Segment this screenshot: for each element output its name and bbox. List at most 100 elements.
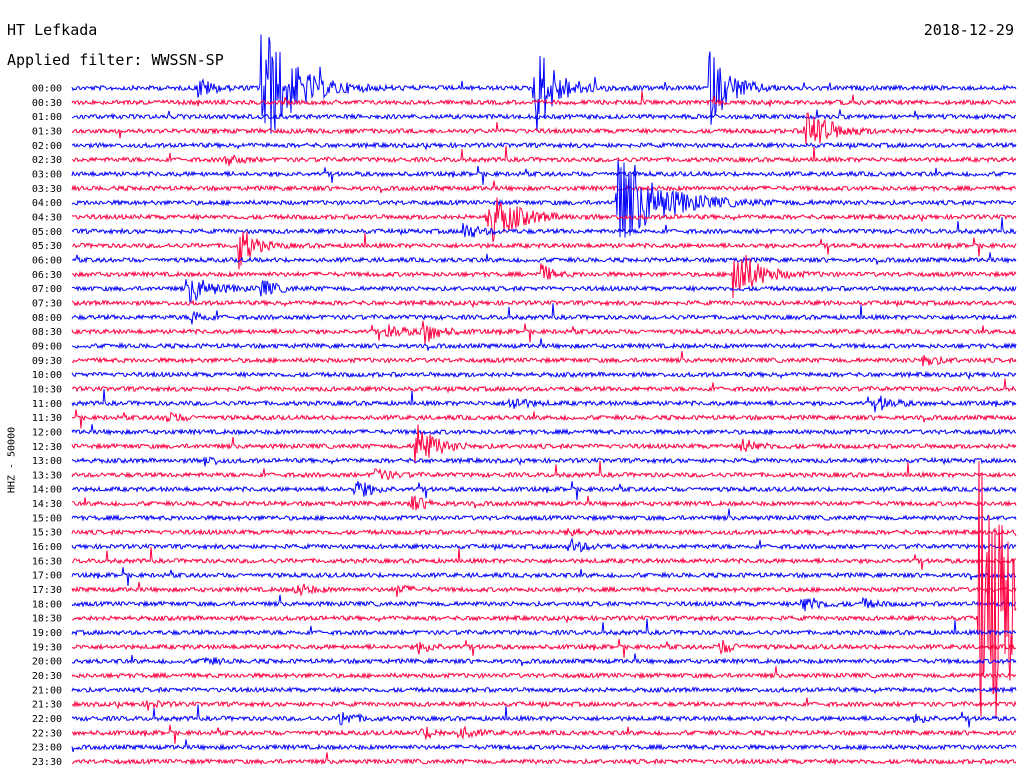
trace-row-0300 — [71, 165, 1017, 185]
row-time-label: 02:30 — [32, 155, 62, 166]
trace-row-0900 — [71, 338, 1017, 351]
row-time-label: 21:30 — [32, 700, 62, 711]
row-time-label: 19:00 — [32, 628, 62, 639]
trace-row-0130 — [71, 112, 1017, 145]
trace-row-0830 — [71, 320, 1017, 345]
row-time-label: 23:00 — [32, 743, 62, 754]
trace-row-1800 — [71, 594, 1017, 612]
row-time-label: 03:30 — [32, 184, 62, 195]
trace-row-0730 — [71, 298, 1017, 309]
row-time-label: 19:30 — [32, 642, 62, 653]
row-time-label: 04:00 — [32, 198, 62, 209]
row-time-label: 02:00 — [32, 141, 62, 152]
row-time-label: 13:30 — [32, 470, 62, 481]
seismogram-traces — [71, 34, 1017, 766]
row-time-label: 16:30 — [32, 556, 62, 567]
row-time-label: 21:00 — [32, 685, 62, 696]
trace-row-2000 — [71, 653, 1017, 667]
row-time-label: 01:00 — [32, 112, 62, 123]
row-time-label: 22:00 — [32, 714, 62, 725]
trace-row-2300 — [71, 739, 1017, 753]
trace-row-1100 — [71, 389, 1017, 413]
row-time-label: 12:00 — [32, 427, 62, 438]
row-time-label: 17:30 — [32, 585, 62, 596]
trace-row-0930 — [71, 350, 1017, 367]
trace-row-2100 — [71, 685, 1017, 695]
trace-row-2230 — [71, 724, 1017, 744]
trace-row-2130 — [71, 697, 1017, 711]
row-time-label: 18:30 — [32, 614, 62, 625]
trace-row-0600 — [71, 252, 1017, 265]
row-time-label: 10:00 — [32, 370, 62, 381]
trace-row-1830 — [71, 461, 1017, 719]
time-axis-labels: 00:00 00:30 01:00 01:30 02:00 02:30 03:00 03:30… — [32, 84, 62, 769]
trace-row-0800 — [71, 303, 1017, 325]
trace-row-1200 — [71, 424, 1016, 437]
row-time-label: 07:00 — [32, 284, 62, 295]
trace-row-0630 — [71, 254, 1017, 298]
row-time-label: 13:00 — [32, 456, 62, 467]
trace-row-1330 — [71, 460, 1017, 481]
row-time-label: 06:00 — [32, 255, 62, 266]
trace-row-1130 — [71, 409, 1017, 429]
trace-row-1730 — [71, 581, 1017, 598]
trace-row-1900 — [71, 618, 1017, 637]
row-time-label: 08:30 — [32, 327, 62, 338]
row-time-label: 16:00 — [32, 542, 62, 553]
row-time-label: 00:00 — [32, 84, 62, 95]
row-time-label: 22:30 — [32, 728, 62, 739]
trace-row-1000 — [71, 370, 1017, 381]
row-time-label: 10:30 — [32, 384, 62, 395]
row-time-label: 20:00 — [32, 657, 62, 668]
row-time-label: 14:30 — [32, 499, 62, 510]
row-time-label: 15:00 — [32, 513, 62, 524]
row-time-label: 11:30 — [32, 413, 62, 424]
row-time-label: 20:30 — [32, 671, 62, 682]
row-time-label: 11:00 — [32, 399, 62, 410]
station-title: HT Lefkada — [7, 21, 98, 39]
row-time-label: 09:00 — [32, 341, 62, 352]
trace-row-0230 — [71, 145, 1017, 166]
trace-row-0000 — [71, 34, 1017, 134]
trace-row-0030 — [71, 90, 1017, 107]
row-time-label: 14:00 — [32, 485, 62, 496]
row-time-label: 12:30 — [32, 442, 62, 453]
row-time-label: 15:30 — [32, 528, 62, 539]
trace-row-1500 — [71, 508, 1017, 522]
trace-row-1430 — [71, 495, 1017, 511]
row-time-label: 07:30 — [32, 298, 62, 309]
row-time-label: 18:00 — [32, 599, 62, 610]
trace-row-0700 — [71, 279, 1017, 304]
trace-row-1530 — [71, 528, 1017, 537]
date-label: 2018-12-29 — [923, 21, 1014, 39]
row-time-label: 04:30 — [32, 212, 62, 223]
trace-row-0100 — [71, 109, 1017, 121]
row-time-label: 23:30 — [32, 757, 62, 768]
trace-row-1600 — [71, 537, 1017, 553]
row-time-label: 01:30 — [32, 126, 62, 137]
trace-row-0530 — [71, 231, 1017, 270]
row-time-label: 08:00 — [32, 313, 62, 324]
row-time-label: 05:00 — [32, 227, 62, 238]
trace-row-1030 — [71, 378, 1017, 394]
trace-row-0400 — [71, 160, 1017, 238]
trace-row-1700 — [71, 567, 1017, 587]
trace-row-1630 — [71, 546, 1017, 570]
row-time-label: 00:30 — [32, 98, 62, 109]
trace-row-2200 — [71, 704, 1017, 728]
row-time-label: 17:00 — [32, 571, 62, 582]
row-time-label: 05:30 — [32, 241, 62, 252]
trace-row-1400 — [71, 480, 1017, 501]
filter-label: Applied filter: WWSSN-SP — [7, 51, 224, 69]
trace-row-1300 — [71, 456, 1017, 467]
trace-row-0430 — [71, 197, 1017, 243]
trace-row-2030 — [71, 666, 1017, 680]
trace-row-1230 — [71, 424, 1017, 464]
row-time-label: 09:30 — [32, 356, 62, 367]
trace-row-2330 — [71, 752, 1017, 766]
trace-row-0500 — [71, 217, 1017, 238]
trace-row-0330 — [71, 180, 1017, 194]
trace-row-0200 — [71, 141, 1017, 151]
row-time-label: 03:00 — [32, 169, 62, 180]
